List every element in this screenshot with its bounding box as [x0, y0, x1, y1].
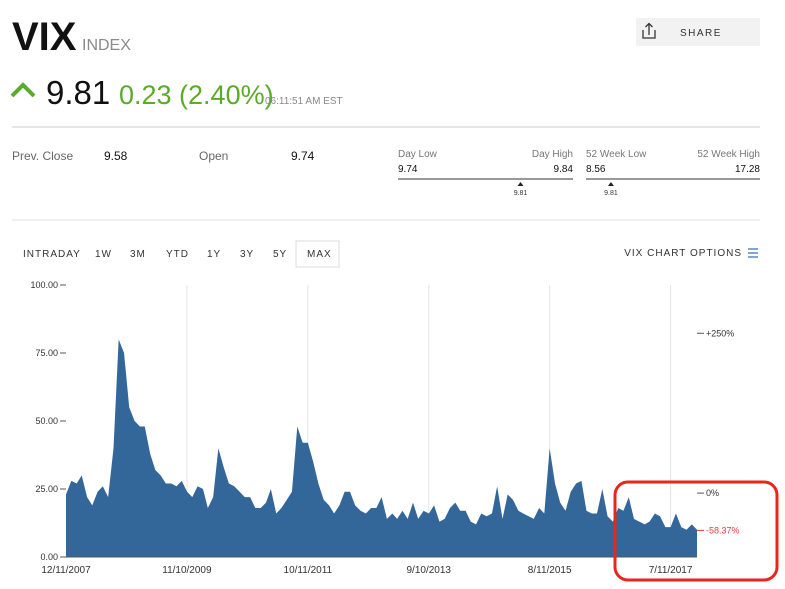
range-value: 8.56 [586, 164, 606, 175]
y2-tick-label: 0% [706, 488, 719, 498]
y2-tick-label: +250% [706, 328, 734, 338]
stat-value: 9.58 [104, 149, 128, 163]
share-icon[interactable] [642, 22, 656, 39]
ranges: Day Low Day High 9.74 9.84 9.81 52 Week Low 52… [398, 149, 760, 197]
chart-options[interactable]: VIX CHART OPTIONS [624, 248, 742, 259]
x-tick-label: 10/11/2011 [284, 565, 333, 576]
tab[interactable]: 3Y [240, 249, 254, 260]
share-bg[interactable] [636, 18, 760, 46]
x-tick-label: 11/10/2009 [162, 565, 212, 576]
stat-label: Prev. Close [12, 149, 73, 163]
range-value: 17.28 [735, 164, 760, 175]
share-button[interactable]: SHARE [636, 18, 760, 46]
range-value: 9.84 [554, 164, 574, 175]
y-tick-label: 25.00 [35, 484, 58, 494]
x-tick-label: 12/11/2007 [41, 565, 91, 576]
range-marker-label: 9.81 [514, 190, 528, 197]
tabs: INTRADAY 1W 3M YTD 1Y 3Y 5Y MAX [23, 240, 340, 268]
range-label: 52 Week Low [586, 149, 647, 160]
range-value: 9.74 [398, 164, 418, 175]
range-label: Day Low [398, 149, 438, 160]
range-label: 52 Week High [697, 149, 760, 160]
tab[interactable]: 5Y [273, 249, 287, 260]
quote-time: 06:11:51 AM EST [265, 96, 343, 107]
y-tick-label: 50.00 [35, 416, 58, 426]
tab[interactable]: INTRADAY [23, 249, 81, 260]
y-tick-label: 75.00 [35, 348, 58, 358]
x-tick-label: 7/11/2017 [649, 565, 693, 576]
range-marker [517, 182, 524, 186]
tab[interactable]: MAX [307, 249, 332, 260]
x-tick-label: 9/10/2013 [406, 565, 451, 576]
x-tick-label: 8/11/2015 [528, 565, 572, 576]
share-label[interactable]: SHARE [680, 28, 722, 39]
change: 0.23 (2.40%) [119, 80, 274, 110]
tab[interactable]: 1Y [207, 249, 221, 260]
tab[interactable]: YTD [166, 249, 189, 260]
range-label: Day High [532, 149, 573, 160]
active-tab[interactable] [295, 240, 340, 268]
stat-value: 9.74 [291, 149, 315, 163]
range-marker [607, 182, 614, 186]
tab[interactable]: 1W [95, 249, 112, 260]
price: 9.81 [46, 74, 110, 111]
tab[interactable]: 3M [130, 249, 146, 260]
symbol: VIX [12, 15, 77, 59]
range-marker-label: 9.81 [604, 190, 618, 197]
options-icon[interactable] [748, 248, 758, 258]
y-tick-label: 100.00 [30, 280, 58, 290]
chart: 0.00 25.00 50.00 75.00 100.00 +250% 0% -58.37% 1… [30, 280, 739, 576]
current-change-label: -58.37% [706, 525, 740, 535]
up-arrow [10, 82, 36, 98]
y-tick-label: 0.00 [40, 552, 58, 562]
stat-label: Open [199, 149, 228, 163]
kind: INDEX [82, 37, 131, 54]
highlight-box [613, 480, 779, 582]
area [66, 339, 697, 557]
